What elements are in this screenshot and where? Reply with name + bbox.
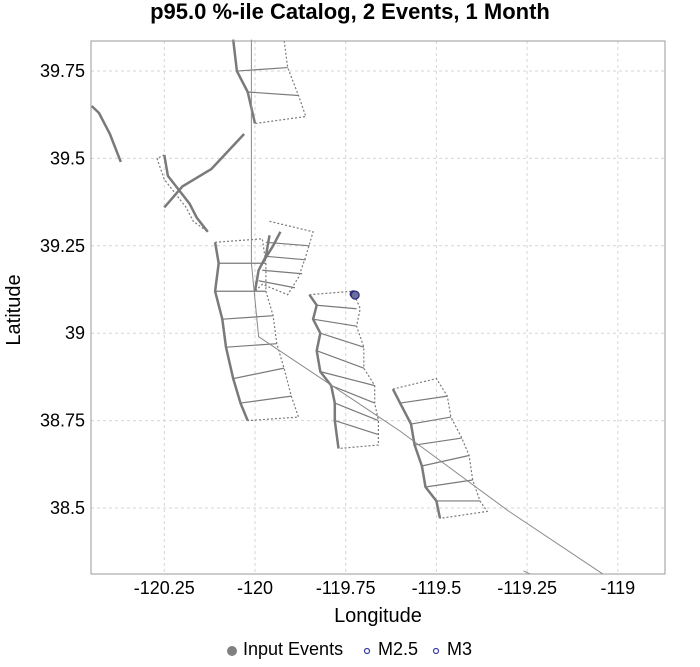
- legend-label: M3: [447, 639, 472, 659]
- x-tick-label: -119.75: [316, 578, 376, 598]
- legend-input-events-marker: [227, 646, 237, 656]
- fault-segment-rung: [334, 402, 379, 422]
- fault-segment-rung: [320, 332, 365, 348]
- fault-thin-line: [250, 39, 604, 575]
- y-tick-label: 39.5: [50, 148, 85, 168]
- x-axis-label: Longitude: [334, 605, 422, 627]
- fault-surface-outline: [232, 39, 307, 125]
- fault-surface-outline: [309, 290, 379, 450]
- y-tick-label: 38.75: [40, 411, 85, 431]
- fault-trace: [163, 133, 246, 209]
- event-marker: [350, 290, 360, 300]
- grid-layer: [91, 41, 665, 574]
- x-tick-labels: -120.25 -120 -119.75 -119.5 -119.25 -119: [134, 578, 635, 598]
- event-layer: [349, 290, 360, 300]
- y-tick-label: 38.5: [50, 498, 85, 518]
- fault-segment-rung: [222, 315, 274, 320]
- fault-surface-outline: [392, 377, 489, 519]
- y-tick-labels: 39.75 39.5 39.25 39 38.75 38.5: [40, 61, 85, 518]
- fault-segment-rung: [400, 395, 448, 404]
- legend-label: M2.5: [378, 639, 418, 659]
- y-axis-label: Latitude: [3, 274, 25, 345]
- fault-surface-outline: [215, 238, 300, 422]
- fault-segment-rung: [330, 385, 375, 404]
- legend-label: Input Events: [243, 639, 343, 659]
- fault-segment-rung: [265, 241, 310, 247]
- x-tick-label: -119.5: [412, 578, 462, 598]
- fault-segment-rung: [312, 318, 357, 327]
- fault-segment-rung: [258, 280, 296, 289]
- fault-segment-rung: [265, 255, 306, 261]
- legend-magnitude-marker: [363, 647, 371, 655]
- x-tick-label: -119: [600, 578, 635, 598]
- y-tick-label: 39.75: [40, 61, 85, 81]
- fault-segment-rung: [240, 395, 292, 404]
- fault-segment-rung: [316, 350, 365, 369]
- fault-layer: [90, 39, 604, 575]
- fault-trace: [308, 293, 340, 449]
- y-tick-label: 39.25: [40, 236, 85, 256]
- fault-segment-rung: [421, 454, 470, 467]
- fault-trace: [261, 231, 282, 264]
- fault-segment-rung: [262, 269, 303, 275]
- x-tick-label: -119.25: [497, 578, 557, 598]
- x-tick-label: -120.25: [134, 578, 195, 598]
- fault-trace: [253, 235, 271, 292]
- legend-magnitude-marker: [432, 647, 440, 655]
- plot-frame: [90, 40, 666, 575]
- fault-segment-rung: [236, 66, 288, 72]
- fault-segment-rung: [414, 437, 462, 446]
- fault-surface-outline: [156, 154, 209, 233]
- fault-segment-rung: [247, 91, 299, 97]
- fault-trace: [163, 154, 209, 233]
- x-tick-label: -120: [237, 578, 273, 598]
- chart-title: p95.0 %-ile Catalog, 2 Events, 1 Month: [150, 0, 550, 24]
- fault-segment-rung: [316, 304, 357, 310]
- fault-segment-rung: [334, 419, 379, 436]
- fault-segment-rung: [225, 343, 277, 348]
- fault-trace: [213, 242, 249, 422]
- legend: Input Events M2.5 M3: [227, 639, 472, 659]
- fault-segment-rung: [410, 416, 452, 425]
- fault-trace: [391, 388, 442, 519]
- fault-segment-rung: [425, 479, 473, 488]
- y-tick-label: 39: [65, 323, 85, 343]
- fault-surface-outline: [254, 220, 314, 296]
- fault-trace: [90, 105, 122, 163]
- fault-segment-rung: [320, 371, 375, 387]
- fault-segment-rung: [233, 367, 285, 380]
